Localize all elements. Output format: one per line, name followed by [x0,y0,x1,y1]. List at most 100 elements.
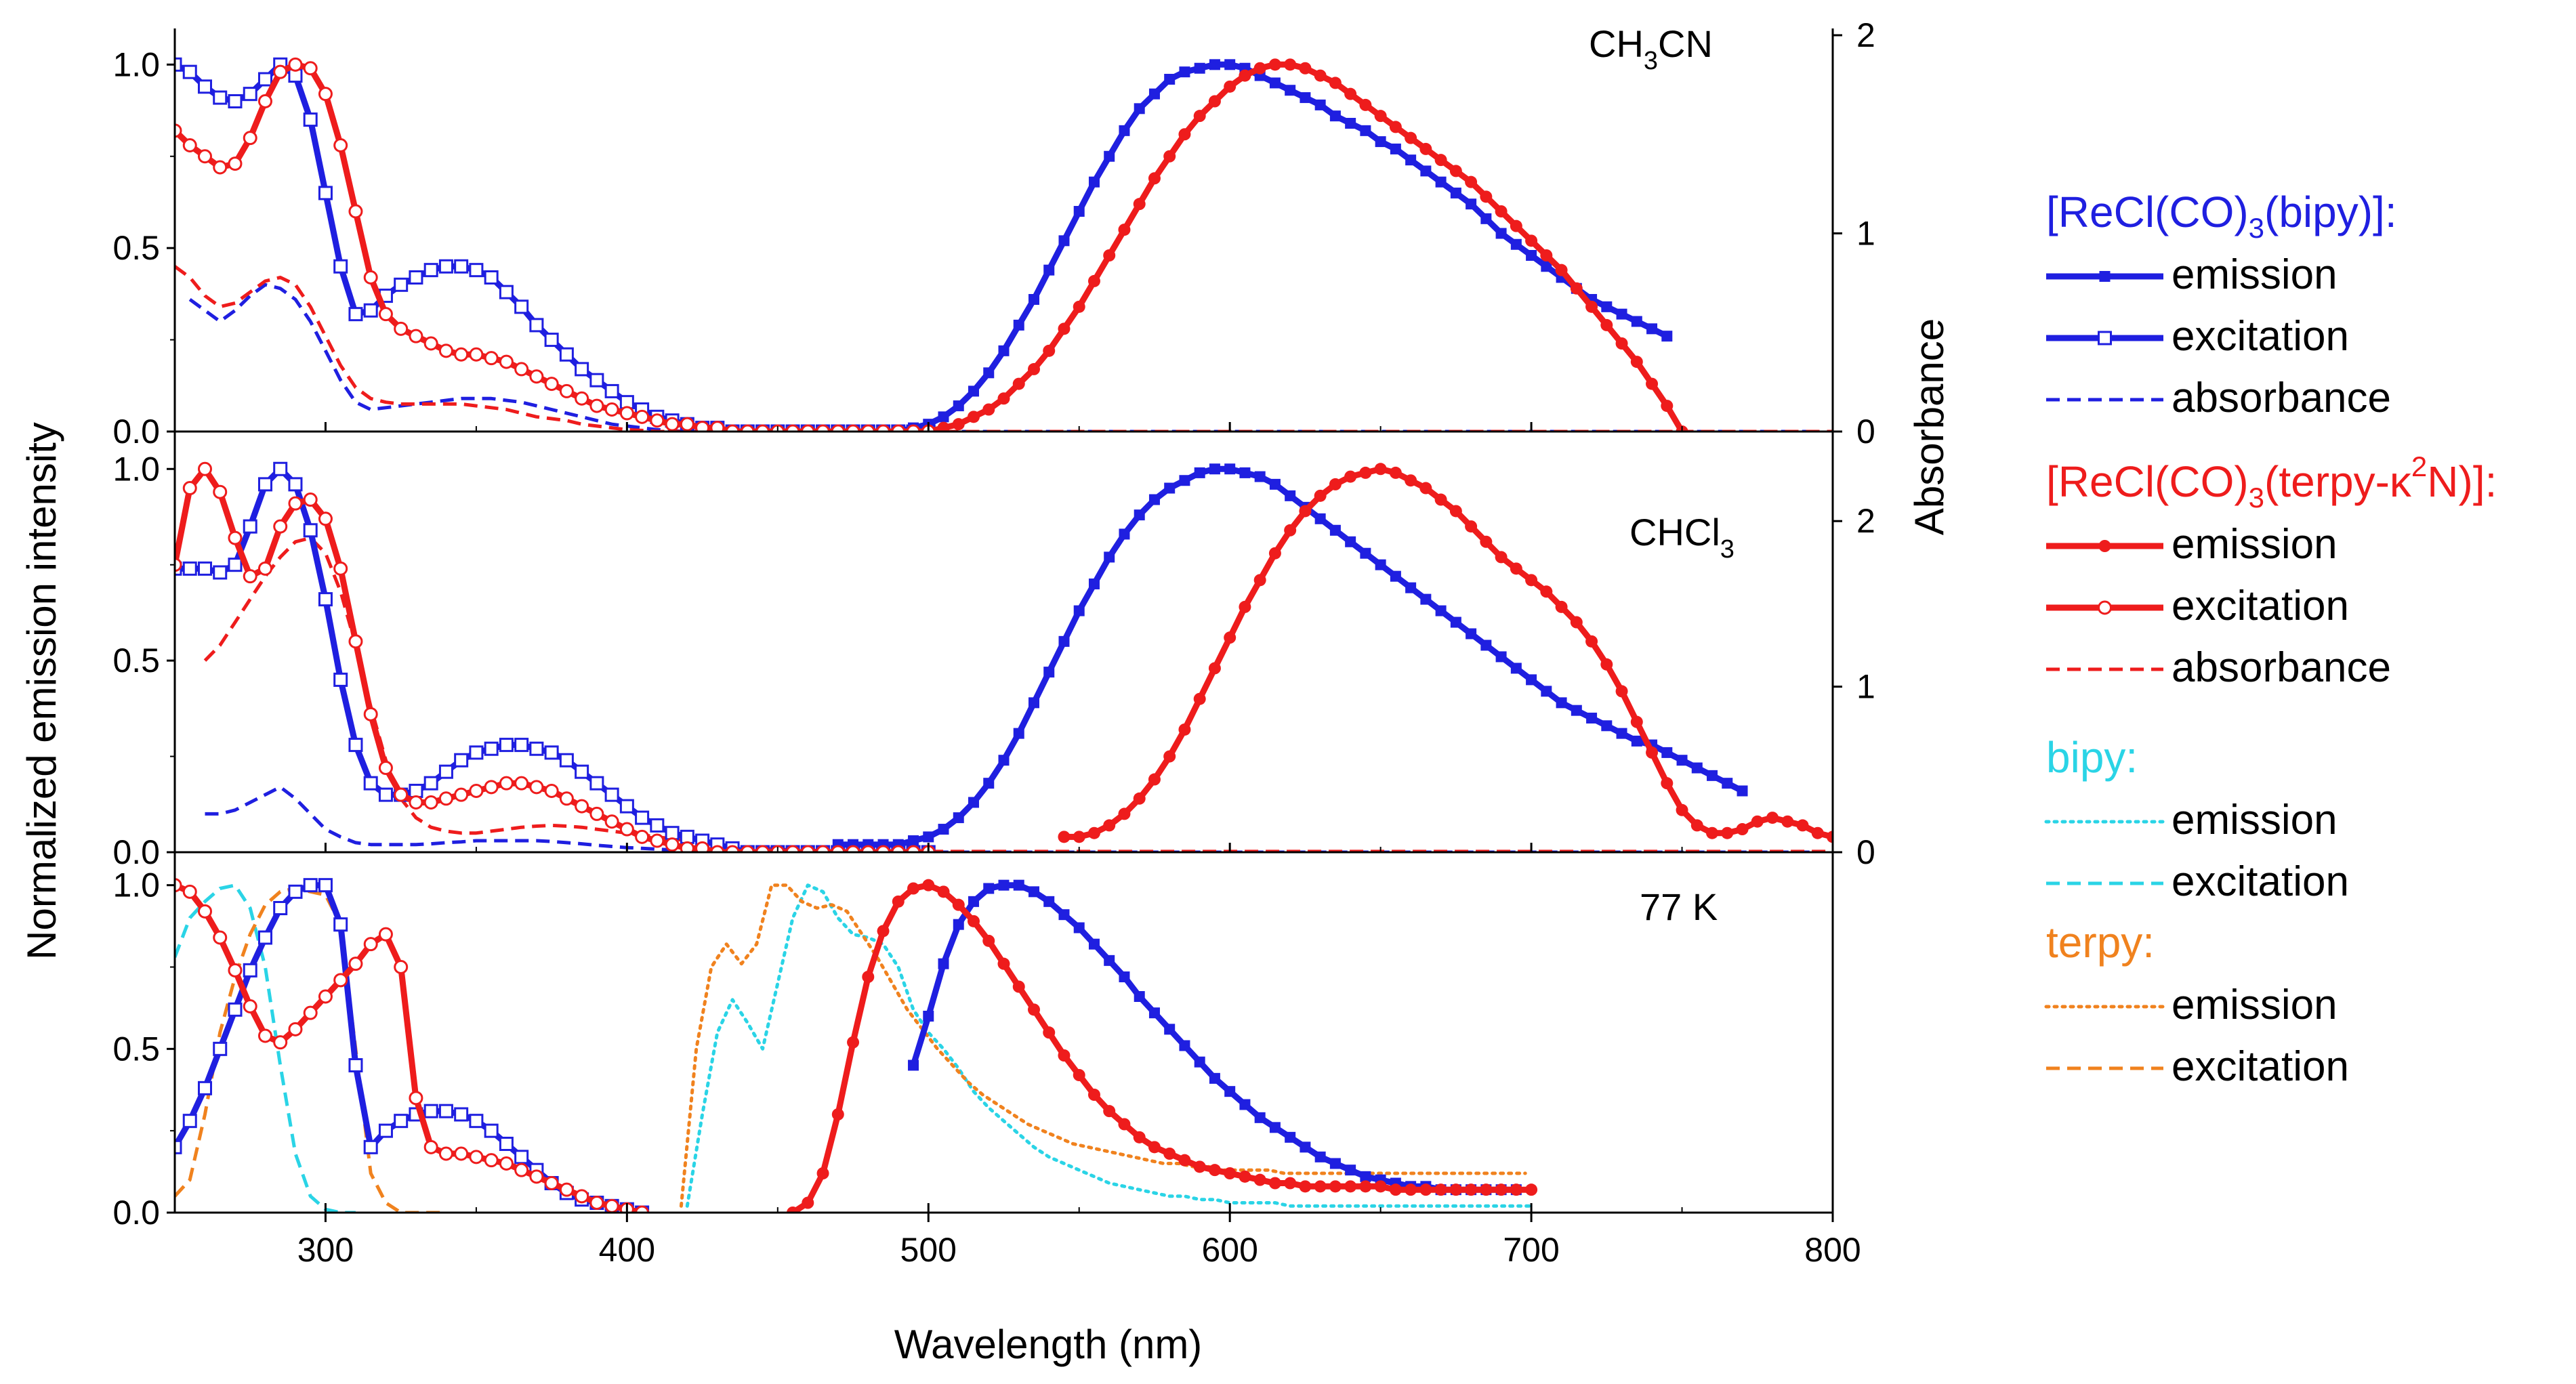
data-point [1299,62,1312,75]
data-point [409,270,423,285]
data-point [1646,323,1658,335]
markers-bipy-complex-emission [832,463,1748,850]
data-point [922,879,935,892]
markers-terpy-complex-excitation [175,57,936,432]
legend-group-title: [ReCl(CO)3(bipy)]: [2046,188,2397,244]
data-point [710,845,725,852]
data-point [1630,715,1643,728]
data-point [1148,88,1160,100]
data-point [1329,77,1342,89]
data-point [175,123,182,138]
data-point [1329,524,1341,536]
data-point [469,347,484,362]
data-point [409,329,423,343]
data-point [1585,635,1598,648]
series-line-bipy-complex-emission [897,61,1669,432]
data-point [1028,294,1039,305]
data-point [514,776,529,791]
data-point [1435,605,1447,616]
data-point [937,885,950,898]
data-point [953,919,964,930]
markers-bipy-complex-emission [908,879,1522,1196]
data-point [243,963,257,978]
data-point [1119,125,1130,136]
data-point [197,149,212,164]
data-point [1314,489,1327,502]
y-tick-label: 0.0 [112,1194,160,1232]
data-point [1360,1171,1371,1182]
data-point [438,259,453,274]
data-point [1058,909,1070,921]
data-point [1345,118,1356,129]
data-point [635,829,650,844]
data-point [968,385,980,397]
data-point [257,72,272,87]
data-point [559,1182,574,1197]
data-point [273,461,288,476]
data-point [1540,249,1553,261]
data-point [363,303,378,318]
data-point [937,421,950,432]
data-point [363,776,378,791]
panel-1-series [175,461,1833,852]
data-point [1466,628,1477,639]
data-point [303,492,318,507]
data-point [1194,1056,1205,1068]
data-point [423,1104,438,1118]
data-point [228,530,243,545]
data-point [1148,172,1161,185]
data-point [378,787,393,802]
legend-group-0: [ReCl(CO)3(bipy)]: emission excitation abso… [2046,188,2397,421]
data-point [952,898,965,911]
data-point [1284,58,1297,71]
data-point [1781,815,1794,828]
data-point [288,496,303,511]
data-point [1178,128,1191,141]
data-point [1540,585,1553,598]
data-point [559,753,574,768]
data-point [1419,482,1432,495]
x-tick-label: 300 [297,1231,354,1269]
data-point [318,87,333,102]
data-point [575,799,589,814]
data-point [604,787,619,802]
data-point [559,383,574,398]
data-point [1766,812,1779,824]
data-point [1449,1183,1462,1196]
data-point [1389,121,1402,133]
panel-2: 0.0 0.5 1.0 300 400 500 600 700 800 77 K [112,852,1861,1269]
markers-terpy-complex-emission [922,58,1688,432]
data-point [831,1108,844,1120]
series-line-bipy-emission [685,883,1533,1208]
data-point [575,362,589,377]
right-y-tick-label: 2 [1856,16,1875,54]
data-point [1028,697,1039,709]
x-axis-title: Wavelength (nm) [894,1322,1203,1367]
data-point [1374,463,1387,476]
data-point [740,845,755,852]
data-point [1465,175,1478,188]
data-point [787,1207,799,1213]
data-point [1073,605,1085,616]
data-point [1661,747,1673,758]
data-point [589,1196,604,1210]
data-point [1027,362,1040,375]
data-point [1736,823,1749,836]
data-point [1811,826,1824,839]
data-point [1389,466,1402,479]
data-point [1661,400,1674,413]
panel-0: 0.0 0.5 1.0 0 1 2 CH3CN [112,16,1875,450]
data-point [1134,991,1145,1002]
panel-title: CH3CN [1589,22,1713,75]
legend-marker [2098,600,2112,615]
data-point [1087,274,1100,287]
data-point [1269,77,1281,89]
data-point [1751,815,1764,828]
data-point [1827,831,1833,843]
data-point [1329,110,1341,122]
data-point [1631,316,1642,327]
data-point [1087,826,1100,839]
markers-terpy-complex-emission [1058,463,1833,843]
data-point [1088,578,1100,589]
